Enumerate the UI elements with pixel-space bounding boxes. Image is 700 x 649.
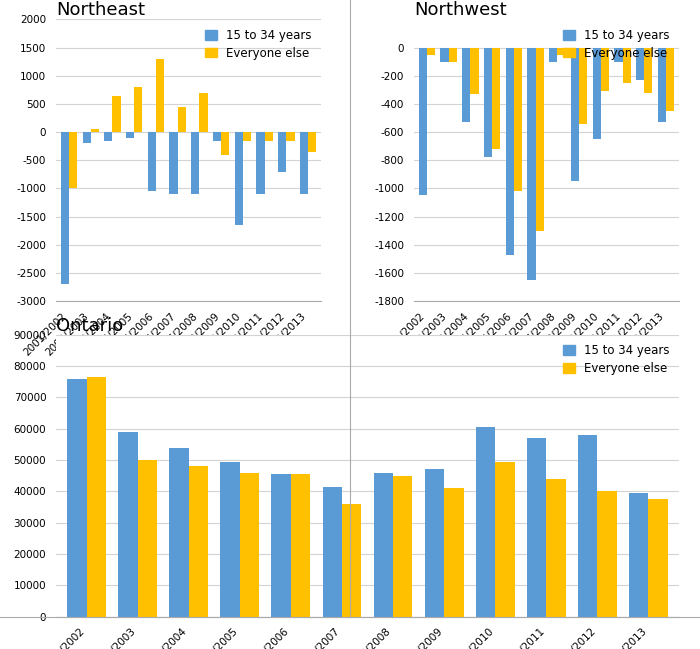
Bar xyxy=(427,47,435,55)
Bar xyxy=(291,474,310,617)
Bar xyxy=(629,493,648,617)
Bar xyxy=(278,132,286,171)
Bar xyxy=(148,132,156,191)
Bar xyxy=(579,47,587,124)
Bar xyxy=(666,47,674,111)
Bar xyxy=(199,93,208,132)
Bar xyxy=(113,95,121,132)
Bar xyxy=(308,132,316,152)
Bar xyxy=(476,427,495,617)
Bar xyxy=(61,132,69,284)
Bar xyxy=(91,129,99,132)
Bar xyxy=(527,438,546,617)
Bar xyxy=(286,132,295,141)
Bar xyxy=(83,132,91,143)
Bar xyxy=(265,132,273,141)
Bar xyxy=(546,479,566,617)
Legend: 15 to 34 years, Everyone else: 15 to 34 years, Everyone else xyxy=(202,25,315,63)
Bar xyxy=(67,379,87,617)
Legend: 15 to 34 years, Everyone else: 15 to 34 years, Everyone else xyxy=(559,25,673,63)
Bar xyxy=(444,488,463,617)
Bar xyxy=(342,504,361,617)
Bar xyxy=(234,132,243,225)
Bar xyxy=(614,47,622,62)
Bar xyxy=(323,487,342,617)
Bar xyxy=(126,132,134,138)
Bar xyxy=(549,47,557,62)
Bar xyxy=(393,476,412,617)
Text: Northwest: Northwest xyxy=(414,1,507,19)
Bar xyxy=(87,377,106,617)
Bar xyxy=(601,47,609,92)
Bar xyxy=(221,132,230,154)
Bar xyxy=(492,47,500,149)
Bar xyxy=(505,47,514,254)
Bar xyxy=(156,59,164,132)
Bar xyxy=(374,472,393,617)
Bar xyxy=(570,47,579,182)
Bar xyxy=(178,107,186,132)
Text: Northeast: Northeast xyxy=(56,1,145,19)
Bar xyxy=(240,472,259,617)
Bar xyxy=(514,47,522,191)
Bar xyxy=(470,47,479,94)
Bar xyxy=(256,132,265,194)
Bar xyxy=(419,47,427,195)
Bar xyxy=(243,132,251,141)
Bar xyxy=(272,474,291,617)
Bar xyxy=(189,467,208,617)
Bar xyxy=(449,47,457,62)
Legend: 15 to 34 years, Everyone else: 15 to 34 years, Everyone else xyxy=(559,341,673,378)
Bar xyxy=(69,132,77,188)
Bar xyxy=(134,87,143,132)
Bar xyxy=(648,499,668,617)
Bar xyxy=(644,47,652,93)
Bar xyxy=(597,491,617,617)
Bar xyxy=(495,461,514,617)
Bar xyxy=(169,448,189,617)
Bar xyxy=(300,132,308,194)
Bar xyxy=(536,47,544,230)
Bar xyxy=(104,132,113,141)
Bar xyxy=(658,47,666,122)
Bar xyxy=(484,47,492,158)
Bar xyxy=(527,47,536,280)
Bar xyxy=(118,432,138,617)
Bar xyxy=(636,47,644,80)
Bar xyxy=(578,435,597,617)
Bar xyxy=(191,132,200,194)
Text: Ontario: Ontario xyxy=(56,317,123,335)
Bar xyxy=(462,47,470,122)
Bar xyxy=(213,132,221,141)
Bar xyxy=(220,461,240,617)
Bar xyxy=(557,47,566,55)
Bar xyxy=(622,47,631,83)
Bar xyxy=(138,460,157,617)
Bar xyxy=(592,47,601,139)
Bar xyxy=(425,469,444,617)
Bar xyxy=(169,132,178,194)
Bar xyxy=(440,47,449,62)
